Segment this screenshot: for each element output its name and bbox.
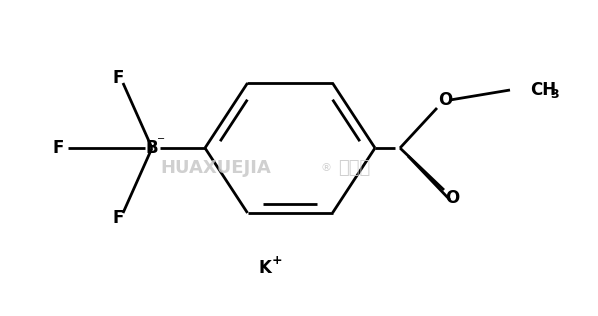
Text: 化学加: 化学加 — [338, 159, 370, 177]
Text: F: F — [112, 209, 124, 227]
Text: F: F — [112, 69, 124, 87]
Text: 3: 3 — [550, 88, 559, 101]
Text: K: K — [258, 259, 271, 277]
Text: +: + — [271, 253, 282, 266]
Text: O: O — [438, 91, 452, 109]
Text: HUAXUEJIA: HUAXUEJIA — [160, 159, 271, 177]
Text: CH: CH — [530, 81, 556, 99]
Text: F: F — [52, 139, 64, 157]
Text: ®: ® — [320, 163, 331, 173]
Text: O: O — [445, 189, 459, 207]
Text: −: − — [157, 134, 165, 144]
Text: B: B — [146, 139, 158, 157]
